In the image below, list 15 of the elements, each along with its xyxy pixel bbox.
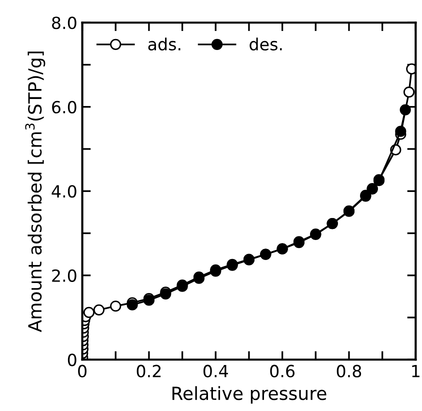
x-tick-label: 0.6	[270, 364, 295, 378]
y-tick-label: 8.0	[52, 16, 76, 30]
x-axis-title: Relative pressure	[172, 386, 326, 404]
y-tick-label: 0	[68, 354, 76, 366]
y-tick-label: 2.0	[52, 269, 76, 282]
x-tick-label: 0.2	[136, 364, 161, 378]
x-tick-label: 0.8	[336, 364, 362, 378]
legend-label: ads.	[148, 38, 180, 51]
y-tick-label: 4.0	[52, 185, 76, 198]
y-axis-title: Amount adsorbed [cm$^{3}$(STP)/g]	[25, 52, 46, 332]
y-tick-label: 6.0	[52, 100, 76, 114]
x-tick-label: 0	[78, 364, 86, 378]
x-tick-label: 0.4	[203, 364, 228, 378]
legend-label: des.	[250, 38, 282, 51]
x-tick-label: 1	[412, 365, 420, 378]
